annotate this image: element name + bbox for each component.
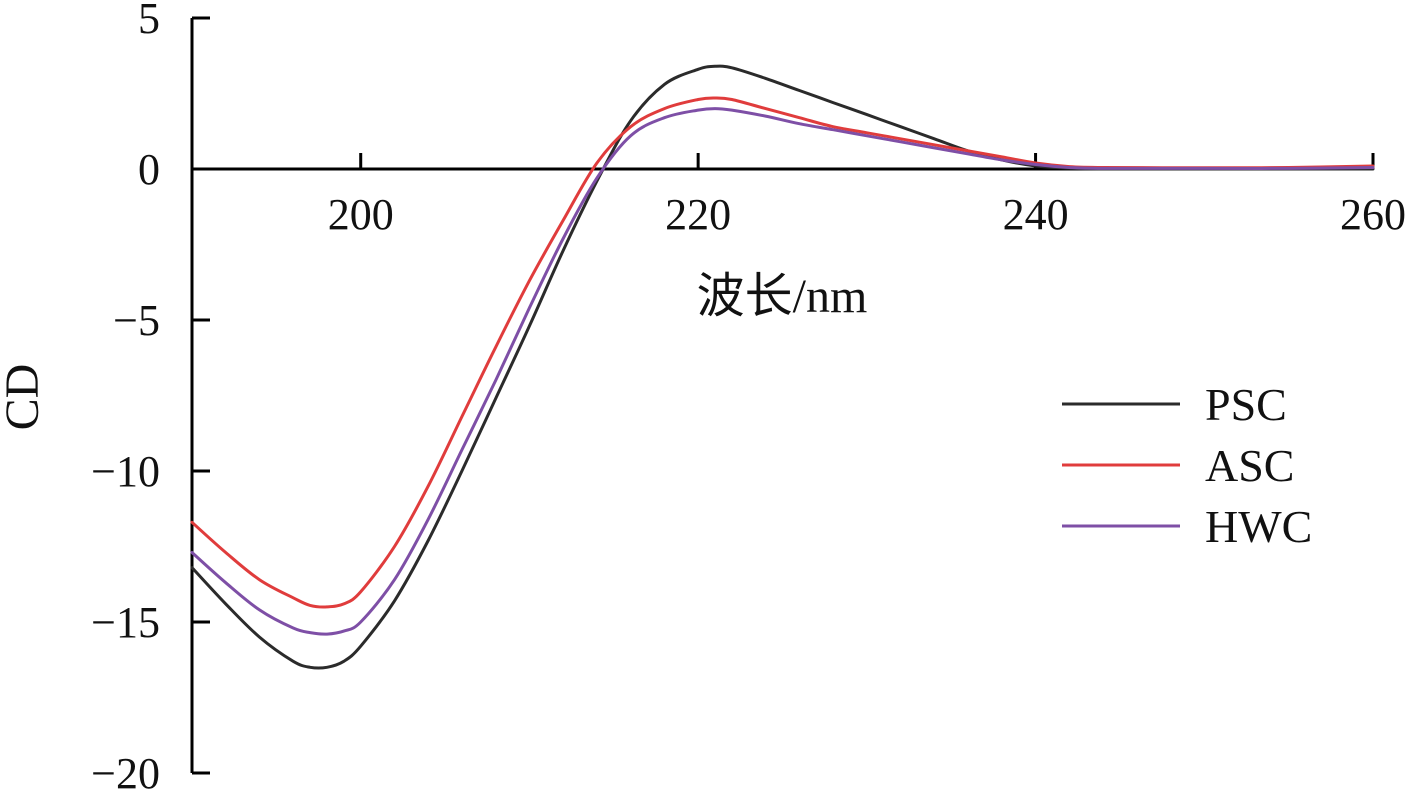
y-tick-label: 5: [138, 0, 160, 43]
axes: [190, 18, 1373, 773]
y-tick-label: −5: [113, 296, 160, 345]
series-layer: [190, 64, 1375, 670]
series-line-psc: [190, 64, 1375, 670]
x-axis-title: 波长/nm: [697, 270, 868, 323]
y-tick-label: −15: [91, 598, 160, 647]
y-tick-label: 0: [138, 145, 160, 194]
y-tick-label: −10: [91, 447, 160, 496]
x-axis-ticks: 200 220 240 260: [328, 153, 1406, 239]
series-line-asc: [190, 96, 1375, 609]
legend-label-asc: ASC: [1205, 440, 1294, 491]
x-tick-label: 200: [328, 190, 394, 239]
legend-label-hwc: HWC: [1205, 501, 1312, 552]
legend: PSC ASC HWC: [1062, 379, 1312, 552]
x-tick-label: 240: [1003, 190, 1069, 239]
x-tick-label: 260: [1340, 190, 1406, 239]
y-tick-label: −20: [91, 749, 160, 793]
y-axis-ticks: 5 0 −5 −10 −15 −20: [91, 0, 210, 793]
series-line-hwc: [190, 107, 1375, 636]
x-tick-label: 220: [665, 190, 731, 239]
legend-label-psc: PSC: [1205, 379, 1287, 430]
y-axis-title: CD: [0, 364, 49, 431]
